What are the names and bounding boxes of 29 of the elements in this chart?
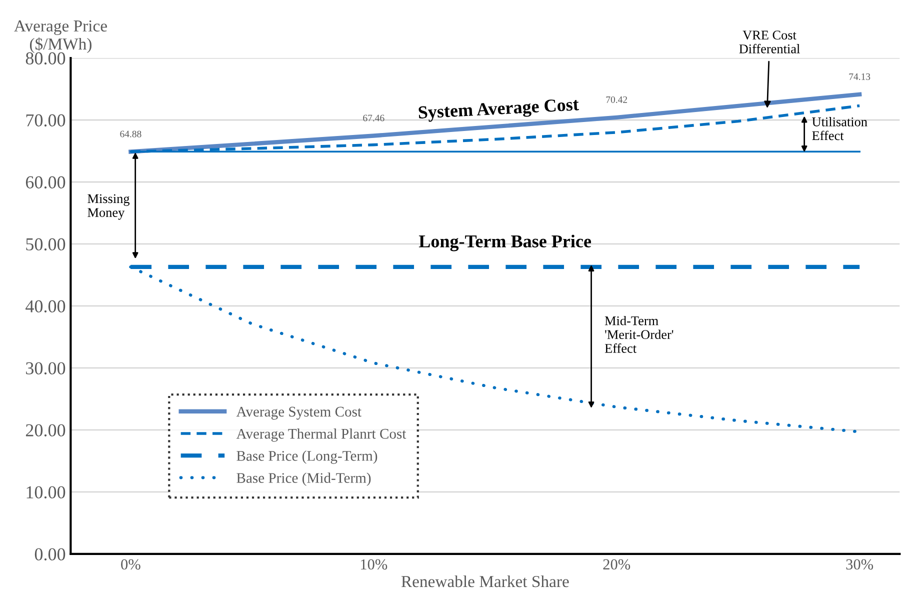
legend-label: Average System Cost xyxy=(236,406,362,420)
y-tick-label: 70.00 xyxy=(26,114,66,127)
annotation: VRE Cost Differential xyxy=(739,30,800,54)
annotation: Mid-Term 'Merit-Order' Effect xyxy=(604,316,674,353)
data-label: 70.42 xyxy=(606,96,628,103)
data-label: 74.13 xyxy=(849,73,870,80)
legend-label: Base Price (Mid-Term) xyxy=(236,472,371,486)
y-tick-label: 40.00 xyxy=(26,300,66,312)
data-label: 67.46 xyxy=(363,114,384,122)
legend-label: Average Thermal Planrt Cost xyxy=(236,428,406,442)
y-tick-label: 30.00 xyxy=(26,362,66,374)
x-tick-label: 20% xyxy=(603,559,630,570)
data-label: 64.88 xyxy=(120,130,142,138)
y-tick-label: 80.00 xyxy=(26,52,66,65)
x-axis-title: Renewable Market Share xyxy=(401,575,569,588)
y-tick-label: 50.00 xyxy=(26,238,66,251)
y-tick-label: 0.00 xyxy=(34,548,66,560)
y-tick-label: 20.00 xyxy=(26,424,66,436)
y-tick-label: 60.00 xyxy=(26,176,66,189)
annotation: Missing Money xyxy=(88,194,130,220)
legend-label: Base Price (Long-Term) xyxy=(236,450,378,464)
annotation: Utilisation Effect xyxy=(812,117,868,140)
x-tick-label: 30% xyxy=(846,559,874,570)
x-tick-label: 10% xyxy=(360,559,388,570)
y-tick-label: 10.00 xyxy=(26,486,66,498)
y-axis-title: Average Price ($/MWh) xyxy=(14,20,107,54)
x-tick-label: 0% xyxy=(121,559,140,570)
annotation: System Average Cost xyxy=(418,98,580,122)
annotation: Long-Term Base Price xyxy=(418,234,592,252)
